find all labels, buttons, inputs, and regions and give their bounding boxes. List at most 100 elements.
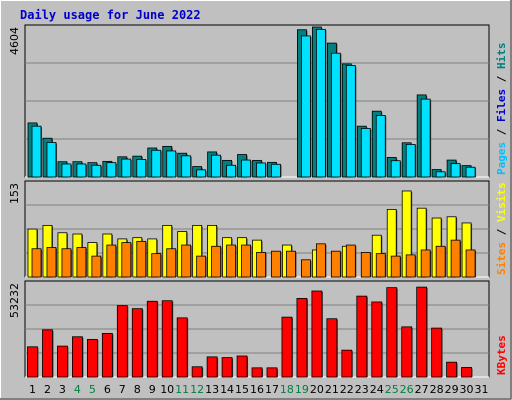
bar-sites-day-9 [151, 253, 162, 278]
ymax-label-hits: 4604 [8, 27, 21, 55]
bar-sites-day-23 [360, 252, 371, 278]
bar-kbytes-day-27 [416, 286, 428, 378]
x-tick-day-5: 5 [89, 383, 96, 396]
bar-files-day-6 [106, 162, 117, 178]
bar-kbytes-day-24 [371, 301, 383, 378]
bar-sites-day-4 [76, 247, 87, 278]
bar-files-day-23 [360, 128, 371, 178]
bar-kbytes-day-16 [251, 367, 263, 378]
bar-sites-day-11 [181, 244, 192, 278]
bar-sites-day-28 [435, 245, 446, 278]
bar-files-day-4 [76, 163, 87, 178]
bar-files-day-24 [375, 115, 386, 178]
bar-sites-day-14 [226, 244, 236, 278]
bar-kbytes-day-15 [236, 355, 248, 378]
x-tick-labels: 1 2 3 4 5 6 7 8 9 10 11 12 13 14 15 16 17 18 19 20 21 22 23 24 2… [29, 383, 489, 396]
x-tick-day-19: 19 [295, 383, 309, 396]
bar-kbytes-day-25 [386, 287, 398, 378]
bar-kbytes-day-17 [266, 367, 278, 378]
panel-hits: 4604 Pages / Files / Hits [8, 24, 508, 178]
bar-kbytes-day-13 [206, 356, 218, 378]
bar-files-day-10 [166, 150, 177, 178]
x-tick-day-4: 4 [74, 383, 81, 396]
bar-kbytes-day-30 [461, 367, 472, 378]
bar-sites-day-22 [345, 244, 356, 278]
bar-kbytes-day-22 [341, 349, 353, 378]
bar-files-day-16 [256, 162, 266, 178]
bar-files-day-21 [330, 52, 341, 178]
side-label-visits: Sites / Visits [495, 182, 508, 275]
x-tick-day-18: 18 [280, 383, 294, 396]
bar-sites-day-18 [286, 250, 296, 278]
bar-sites-day-27 [420, 249, 431, 278]
bar-kbytes-day-21 [326, 318, 338, 378]
bar-kbytes-day-6 [101, 332, 113, 378]
bar-files-day-14 [226, 164, 236, 178]
side-label-separator: / [495, 222, 508, 242]
bar-files-day-15 [241, 159, 251, 178]
x-tick-day-1: 1 [29, 383, 36, 396]
bar-files-day-19 [301, 35, 311, 178]
bar-sites-day-16 [256, 252, 266, 278]
x-tick-day-22: 22 [340, 383, 354, 396]
bar-kbytes-day-7 [116, 305, 128, 378]
bar-kbytes-day-29 [446, 361, 457, 378]
x-tick-day-2: 2 [44, 383, 51, 396]
bar-files-day-1 [31, 125, 42, 178]
bar-sites-day-3 [61, 248, 72, 278]
side-label-kbytes: KBytes [495, 335, 508, 375]
side-label-hits: Hits [495, 43, 508, 70]
bar-sites-day-24 [375, 253, 386, 278]
side-label-kbytes: KBytes [495, 335, 508, 375]
bar-files-day-25 [390, 160, 401, 178]
side-label-separator: / [495, 69, 508, 89]
side-label-pages: Pages [495, 142, 508, 175]
bar-kbytes-day-3 [57, 345, 68, 378]
side-label-visits: Visits [495, 182, 508, 222]
bar-sites-day-12 [196, 255, 207, 278]
bar-files-day-30 [465, 166, 476, 178]
bar-sites-day-7 [121, 242, 132, 278]
side-label-sites: Sites [495, 242, 508, 275]
x-tick-day-29: 29 [445, 383, 459, 396]
bar-kbytes-day-1 [27, 346, 38, 378]
x-tick-day-7: 7 [119, 383, 126, 396]
ymax-label-kbytes: 53232 [8, 283, 21, 318]
x-tick-day-23: 23 [355, 383, 369, 396]
x-tick-day-16: 16 [250, 383, 264, 396]
x-tick-day-15: 15 [235, 383, 249, 396]
bar-sites-day-13 [211, 245, 222, 278]
bar-files-day-9 [151, 149, 162, 178]
ymax-label-visits: 153 [8, 183, 21, 204]
panel-kbytes: 53232 KBytes [8, 280, 508, 378]
side-label-files: Files [495, 89, 508, 122]
x-tick-day-20: 20 [310, 383, 324, 396]
bar-kbytes-day-4 [72, 336, 83, 378]
bar-files-day-29 [450, 163, 461, 178]
bar-kbytes-day-23 [356, 295, 368, 378]
bar-files-day-28 [435, 171, 446, 178]
bar-kbytes-day-14 [221, 357, 233, 378]
side-label-separator: / [495, 122, 508, 142]
bar-files-day-7 [121, 158, 132, 178]
x-tick-day-27: 27 [415, 383, 429, 396]
bar-files-day-2 [46, 142, 57, 178]
bar-kbytes-day-18 [281, 316, 293, 378]
bar-files-day-13 [211, 154, 222, 178]
x-tick-day-30: 30 [460, 383, 474, 396]
x-tick-day-13: 13 [205, 383, 219, 396]
bar-files-day-22 [345, 65, 356, 178]
bar-kbytes-day-5 [86, 338, 98, 378]
bar-kbytes-day-26 [401, 326, 413, 378]
bar-sites-day-21 [330, 250, 341, 278]
bar-kbytes-day-10 [161, 300, 173, 378]
bar-files-day-11 [181, 155, 192, 178]
x-tick-day-26: 26 [400, 383, 414, 396]
bar-sites-day-1 [31, 248, 42, 278]
bar-sites-day-10 [166, 248, 177, 278]
x-tick-day-21: 21 [325, 383, 339, 396]
bar-files-day-8 [136, 159, 147, 178]
bar-kbytes-day-2 [42, 329, 53, 378]
x-tick-day-28: 28 [430, 383, 444, 396]
